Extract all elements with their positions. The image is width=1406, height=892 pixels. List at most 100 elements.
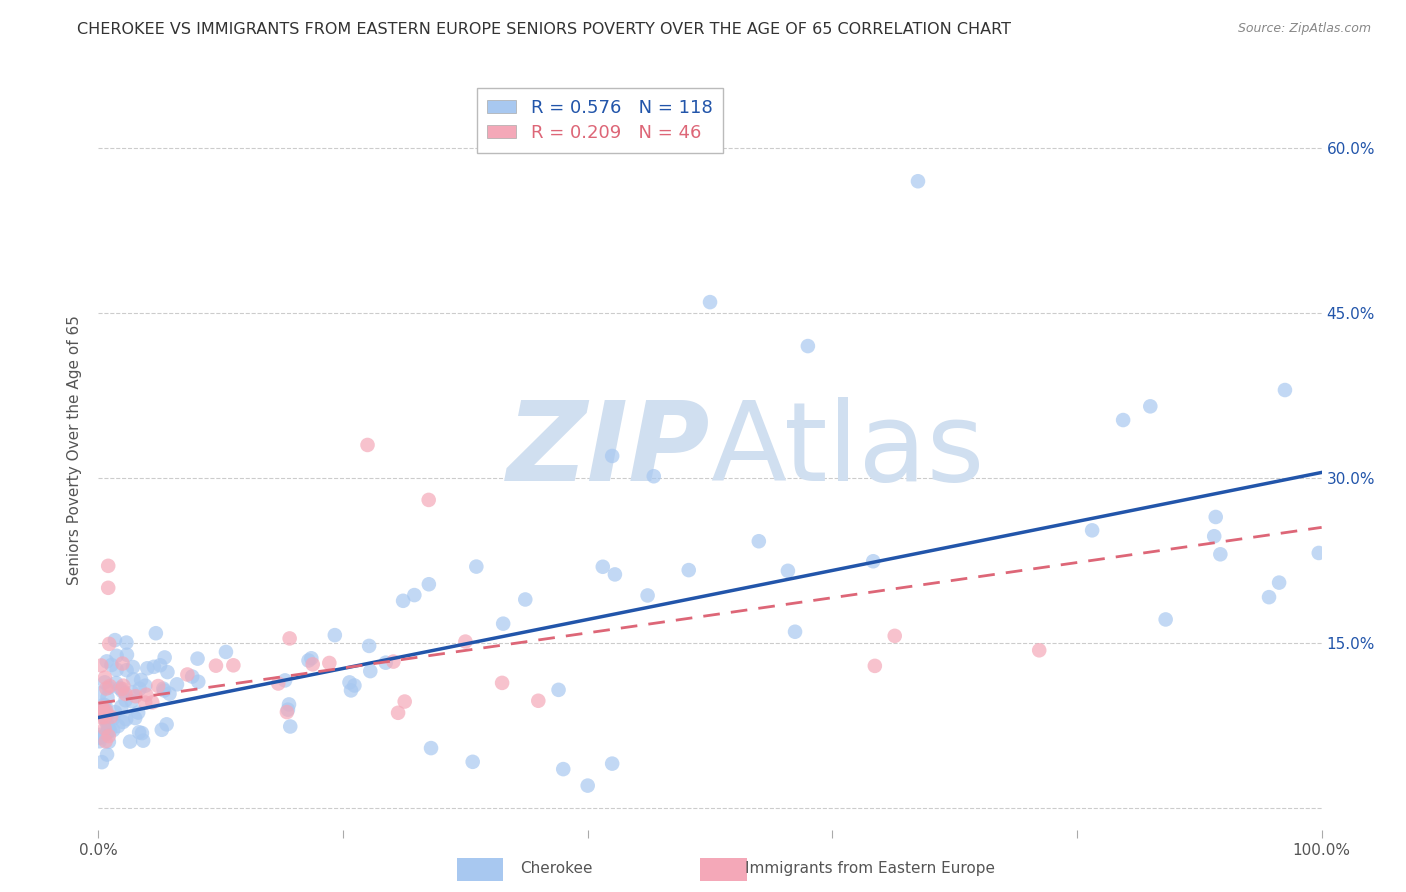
Point xyxy=(120,734,142,748)
Point xyxy=(90,658,112,673)
Point xyxy=(1205,510,1227,524)
Point xyxy=(96,654,118,668)
Point xyxy=(89,731,111,745)
Point xyxy=(104,705,127,719)
Point xyxy=(318,656,340,670)
Point xyxy=(776,564,799,578)
Text: Cherokee: Cherokee xyxy=(520,861,593,876)
Point xyxy=(359,639,381,653)
Text: Source: ZipAtlas.com: Source: ZipAtlas.com xyxy=(1237,22,1371,36)
Point xyxy=(343,678,366,692)
Point xyxy=(90,704,112,718)
Point xyxy=(124,711,146,725)
Point xyxy=(387,706,409,720)
Point xyxy=(128,681,150,696)
Point xyxy=(1139,400,1161,414)
Point xyxy=(418,577,440,591)
Point xyxy=(153,650,176,665)
Point xyxy=(96,747,118,762)
Point xyxy=(907,174,929,188)
Point xyxy=(1258,590,1281,604)
Point xyxy=(278,719,301,733)
Point xyxy=(89,731,111,745)
Point xyxy=(783,624,806,639)
Point xyxy=(104,633,127,648)
Point xyxy=(115,648,138,662)
Point xyxy=(404,588,426,602)
Point xyxy=(863,659,886,673)
Point xyxy=(96,690,118,705)
Point xyxy=(93,710,115,724)
Point xyxy=(97,729,120,743)
Point xyxy=(105,648,128,663)
Point xyxy=(90,755,112,769)
Point xyxy=(121,685,143,699)
Point xyxy=(135,688,157,702)
Point xyxy=(465,559,488,574)
Point xyxy=(97,681,120,695)
Point xyxy=(862,554,884,568)
Point xyxy=(114,693,136,707)
Point xyxy=(111,684,134,698)
Point xyxy=(301,657,323,672)
Point xyxy=(492,616,515,631)
Point xyxy=(101,723,124,738)
Point xyxy=(339,675,361,690)
Point xyxy=(97,721,120,735)
Point xyxy=(98,723,121,738)
Point xyxy=(96,712,118,726)
Point xyxy=(156,665,179,679)
Point xyxy=(111,657,134,671)
Point xyxy=(176,667,198,681)
Point xyxy=(121,694,143,708)
Point xyxy=(600,756,623,771)
Point xyxy=(107,719,129,733)
Point xyxy=(277,703,299,717)
Point xyxy=(131,726,153,740)
Point xyxy=(94,728,117,742)
Point xyxy=(156,717,179,731)
Point xyxy=(356,438,378,452)
Point xyxy=(124,689,146,703)
Point xyxy=(100,710,122,724)
Point xyxy=(1308,546,1330,560)
Point xyxy=(1112,413,1135,427)
Point xyxy=(576,779,599,793)
Point xyxy=(89,686,111,700)
Text: CHEROKEE VS IMMIGRANTS FROM EASTERN EUROPE SENIORS POVERTY OVER THE AGE OF 65 CO: CHEROKEE VS IMMIGRANTS FROM EASTERN EURO… xyxy=(77,22,1011,37)
Point xyxy=(553,762,575,776)
Point xyxy=(97,558,120,573)
Point xyxy=(94,671,117,685)
Point xyxy=(323,628,346,642)
Point xyxy=(418,492,440,507)
Point xyxy=(146,679,169,693)
Point xyxy=(461,755,484,769)
Point xyxy=(96,724,118,739)
Point xyxy=(159,687,181,701)
Point xyxy=(643,469,665,483)
Point xyxy=(97,735,120,749)
Point xyxy=(215,645,238,659)
Point xyxy=(97,581,120,595)
Point xyxy=(883,629,905,643)
Point xyxy=(222,658,245,673)
Point xyxy=(128,725,150,739)
Point xyxy=(1081,524,1104,538)
Point xyxy=(115,712,138,726)
Point xyxy=(181,669,204,683)
Point xyxy=(150,723,173,737)
Point xyxy=(1268,575,1291,590)
Point xyxy=(359,664,381,678)
Point xyxy=(1274,383,1296,397)
Point xyxy=(129,673,152,687)
Point xyxy=(108,681,131,696)
Point xyxy=(454,634,477,648)
Point xyxy=(374,656,396,670)
Point xyxy=(278,632,301,646)
Point xyxy=(278,698,301,712)
Point xyxy=(94,698,117,713)
Point xyxy=(699,295,721,310)
Point xyxy=(91,700,114,714)
Point xyxy=(187,651,209,665)
Point xyxy=(110,699,132,714)
